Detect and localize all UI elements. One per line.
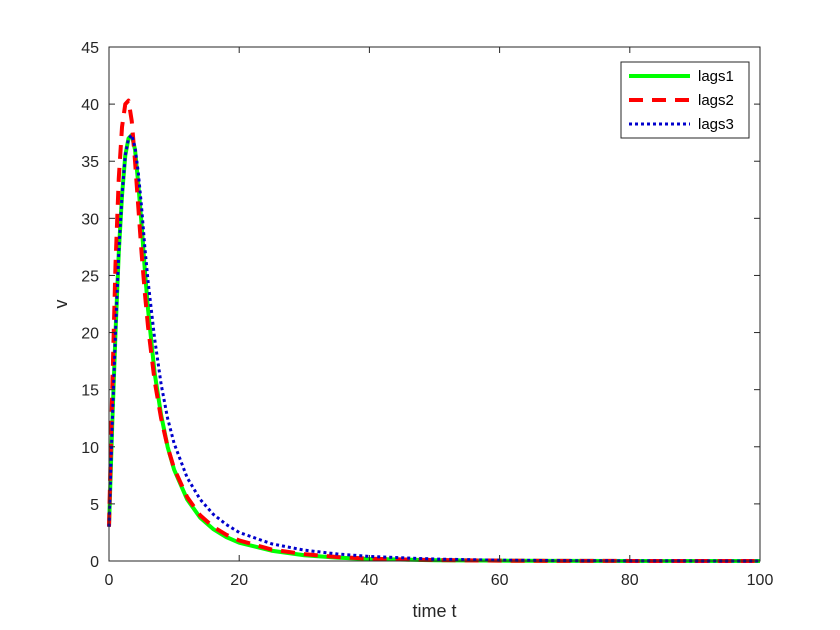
x-tick-label: 0 (105, 572, 114, 589)
y-tick-label: 20 (81, 326, 99, 343)
x-axis-label: time t (412, 601, 456, 621)
x-tick-label: 60 (491, 572, 509, 589)
y-tick-label: 45 (81, 40, 99, 57)
legend: lags1 lags2 lags3 (620, 61, 750, 139)
legend-label-lags2: lags2 (698, 92, 734, 109)
x-tick-label: 100 (747, 572, 774, 589)
y-tick-label: 30 (81, 211, 99, 228)
y-tick-label: 25 (81, 268, 99, 285)
series-layer (107, 98, 761, 563)
y-tick-label: 35 (81, 154, 99, 171)
y-tick-label: 0 (90, 554, 99, 571)
y-tick-label: 15 (81, 383, 99, 400)
y-axis-label: v (51, 300, 71, 309)
y-axis: 0 5 10 15 20 25 30 35 40 45 (81, 40, 760, 571)
x-tick-label: 40 (361, 572, 379, 589)
y-tick-label: 10 (81, 440, 99, 457)
plot-frame (108, 46, 761, 562)
y-tick-label: 5 (90, 497, 99, 514)
x-tick-label: 80 (621, 572, 639, 589)
x-axis: 0 20 40 60 80 100 (105, 47, 774, 589)
legend-label-lags1: lags1 (698, 68, 734, 85)
series-line-lags2 (107, 98, 761, 563)
legend-label-lags3: lags3 (698, 116, 734, 133)
x-tick-label: 20 (230, 572, 248, 589)
series-line-lags3 (107, 133, 761, 563)
y-tick-label: 40 (81, 97, 99, 114)
